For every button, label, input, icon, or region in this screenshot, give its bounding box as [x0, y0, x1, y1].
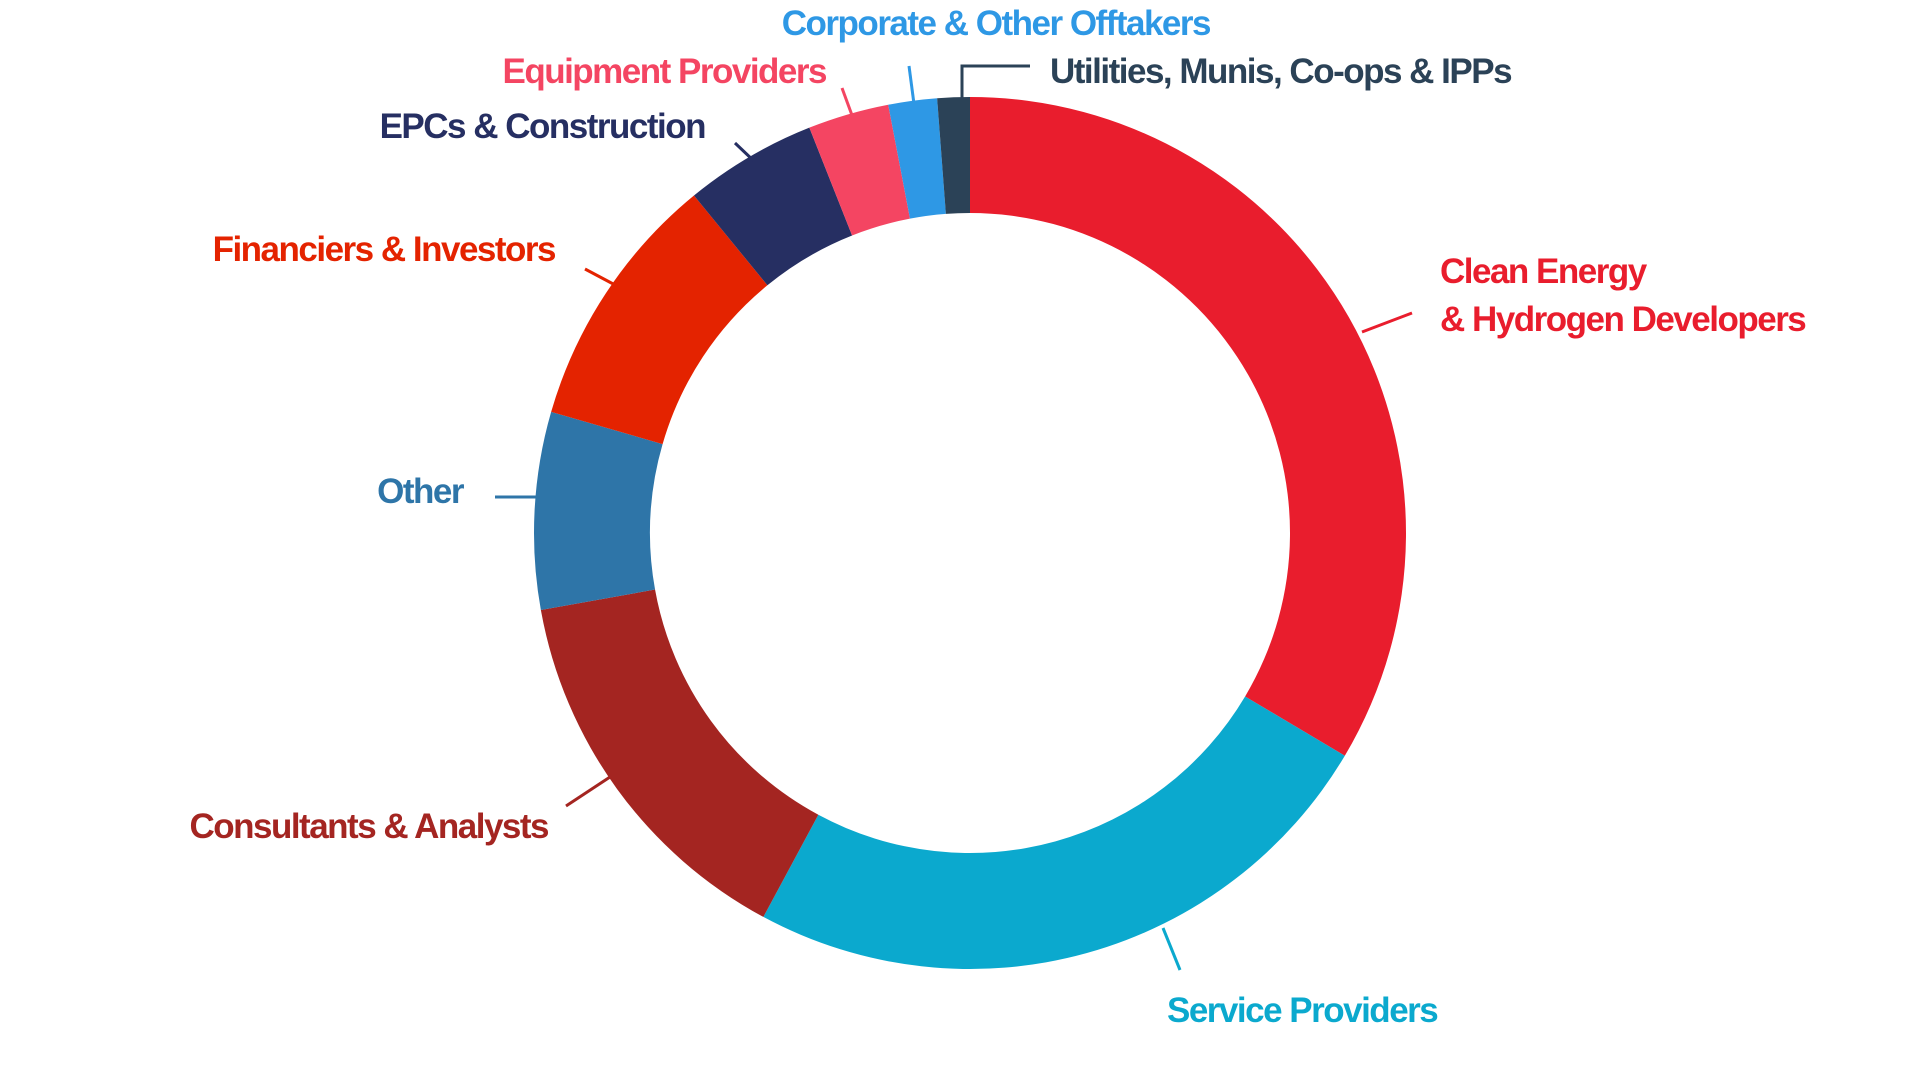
leader-line-financiers-and-investors [584, 267, 618, 288]
slice-financiers-and-investors [551, 195, 768, 445]
label-consultants-and-analysts: Consultants & Analysts [189, 807, 549, 846]
slice-epcs-and-construction [693, 127, 853, 286]
slice-equipment-providers [809, 104, 910, 236]
slice-corporate-and-other-offtakers [888, 98, 946, 219]
slice-clean-energy-and-hydrogen-developers [970, 97, 1406, 756]
slice-labels: Clean Energy & Hydrogen Developers Service… [189, 4, 1807, 1030]
slice-utilities-munis-co-ops-and-ipps [937, 97, 970, 214]
label-service-providers: Service Providers [1167, 991, 1438, 1030]
label-utilities-munis-co-ops-and-ipps: Utilities, Munis, Co-ops & IPPs [1050, 52, 1512, 91]
leader-lines [495, 64, 1413, 971]
leader-line-consultants-and-analysts [565, 775, 611, 808]
leader-line-corporate-and-other-offtakers [907, 65, 916, 105]
slice-service-providers [763, 696, 1345, 969]
label-corporate-and-other-offtakers: Corporate & Other Offtakers [782, 4, 1211, 43]
label-epcs-and-construction: EPCs & Construction [380, 107, 706, 146]
slice-other [533, 411, 663, 611]
label-equipment-providers: Equipment Providers [502, 52, 827, 91]
label-clean-energy-and-hydrogen-developers: Clean Energy & Hydrogen Developers [1440, 252, 1806, 339]
label-financiers-and-investors: Financiers & Investors [213, 230, 556, 269]
leader-line-epcs-and-construction [733, 141, 758, 165]
slice-consultants-and-analysts [540, 589, 819, 917]
leader-line-service-providers [1161, 927, 1182, 971]
leader-line-clean-energy-and-hydrogen-developers [1361, 311, 1413, 334]
donut-slices [533, 97, 1406, 969]
label-other: Other [377, 472, 465, 511]
leader-line-utilities-munis-co-ops-and-ipps [960, 64, 1030, 100]
leader-line-equipment-providers [840, 87, 855, 119]
